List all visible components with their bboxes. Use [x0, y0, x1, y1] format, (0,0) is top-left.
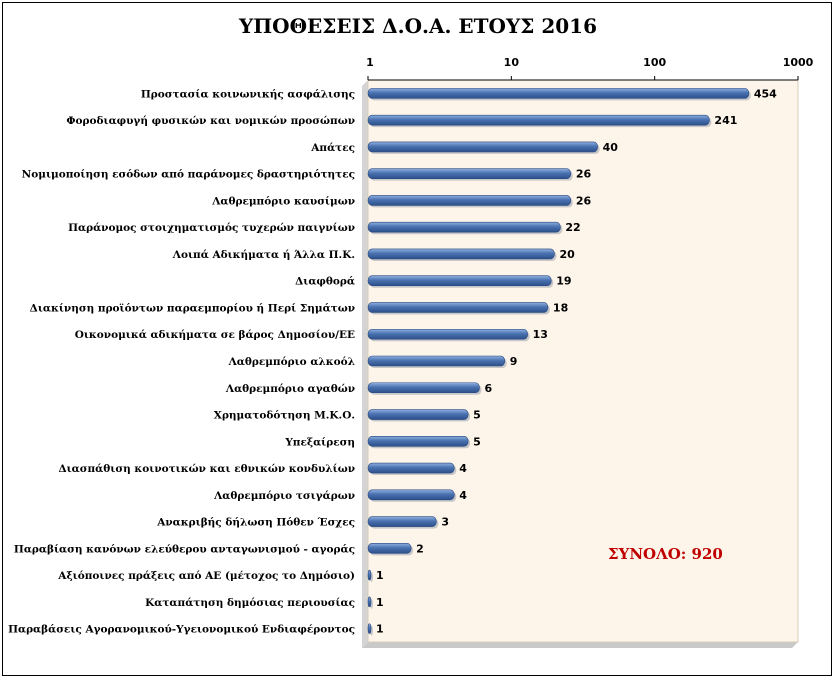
plot-floor	[362, 642, 798, 648]
value-label: 2	[416, 542, 424, 555]
category-label: Λαθρεμπόριο τσιγάρων	[213, 490, 355, 502]
value-label: 1	[376, 596, 384, 609]
bar	[367, 221, 561, 233]
value-label: 1	[376, 623, 384, 636]
value-label: 26	[576, 194, 592, 207]
bar	[367, 302, 549, 313]
bar	[367, 382, 480, 394]
category-label: Διαφθορά	[295, 276, 355, 288]
value-label: 241	[714, 114, 737, 127]
x-tick-label: 100	[643, 56, 666, 69]
category-label: Παραβίαση κανόνων ελεύθερου ανταγωνισμού…	[14, 542, 355, 555]
value-label: 6	[485, 382, 493, 395]
category-label: Λαθρεμπόριο αλκοόλ	[228, 356, 355, 368]
value-label: 40	[603, 141, 619, 154]
x-tick-label: 10	[504, 56, 520, 69]
category-label: Αξιόποινες πράξεις από ΑΕ (μέτοχος το Δη…	[57, 570, 355, 582]
value-label: 13	[533, 328, 548, 341]
bar	[367, 275, 552, 287]
bar	[367, 248, 555, 260]
value-label: 20	[559, 248, 575, 261]
x-tick-label: 1	[366, 56, 374, 69]
category-label: Καταπάτηση δημόσιας περιουσίας	[145, 596, 355, 609]
bar	[367, 195, 572, 206]
bar	[367, 435, 469, 447]
bar	[367, 596, 372, 608]
category-label: Λοιπά Αδικήματα ή Άλλα Π.Κ.	[172, 248, 355, 261]
bar	[367, 328, 528, 340]
bar	[367, 569, 372, 581]
bar	[367, 462, 455, 474]
bar	[367, 88, 750, 99]
value-label: 18	[553, 301, 568, 314]
total-annotation: ΣΥΝΟΛΟ: 920	[608, 545, 723, 563]
category-label: Λαθρεμπόριο αγαθών	[225, 383, 355, 395]
category-label: Λαθρεμπόριο καυσίμων	[211, 194, 355, 207]
value-label: 5	[473, 409, 481, 422]
category-label: Υπεξαίρεση	[284, 435, 355, 448]
category-label: Προστασία κοινωνικής ασφάλισης	[141, 87, 355, 100]
category-label: Απάτες	[310, 142, 355, 154]
value-label: 1	[376, 569, 384, 582]
category-label: Παραβάσεις Αγορανομικού-Υγειονομικού Ενδ…	[8, 624, 355, 636]
value-label: 3	[441, 516, 449, 529]
category-label: Διασπάθιση κοινοτικών και εθνικών κονδυλ…	[58, 462, 355, 475]
value-label: 4	[459, 462, 467, 475]
category-label: Οικονομικά αδικήματα σε βάρος Δημοσίου/Ε…	[75, 328, 355, 341]
value-label: 26	[576, 168, 592, 181]
chart-title: ΥΠΟΘΕΣΕΙΣ Δ.Ο.Α. ΕΤΟΥΣ 2016	[239, 14, 597, 38]
category-label: Φοροδιαφυγή φυσικών και νομικών προσώπων	[66, 114, 355, 127]
bar	[367, 141, 598, 153]
x-tick-label: 1000	[783, 56, 814, 69]
bar	[367, 489, 455, 501]
bar	[367, 543, 412, 554]
category-label: Διακίνηση προϊόντων παραεμπορίου ή Περί …	[30, 301, 355, 314]
value-label: 4	[459, 489, 467, 502]
value-label: 454	[754, 87, 777, 100]
bar	[367, 168, 572, 179]
plot-wall-left	[362, 80, 368, 648]
bar	[367, 516, 437, 527]
category-label: Ανακριβής δήλωση Πόθεν Έσχες	[156, 516, 355, 529]
bar	[367, 409, 469, 420]
category-label: Παράνομος στοιχηματισμός τυχερών παιγνίω…	[68, 221, 355, 234]
bar	[367, 355, 506, 367]
value-label: 19	[556, 275, 571, 288]
bar	[367, 623, 372, 634]
category-label: Χρηματοδότηση Μ.Κ.Ο.	[214, 410, 355, 422]
value-label: 9	[510, 355, 518, 368]
value-label: 5	[473, 435, 481, 448]
bar	[367, 114, 710, 126]
category-label: Νομιμοποίηση εσόδων από παράνομες δραστη…	[22, 168, 355, 181]
value-label: 22	[565, 221, 580, 234]
